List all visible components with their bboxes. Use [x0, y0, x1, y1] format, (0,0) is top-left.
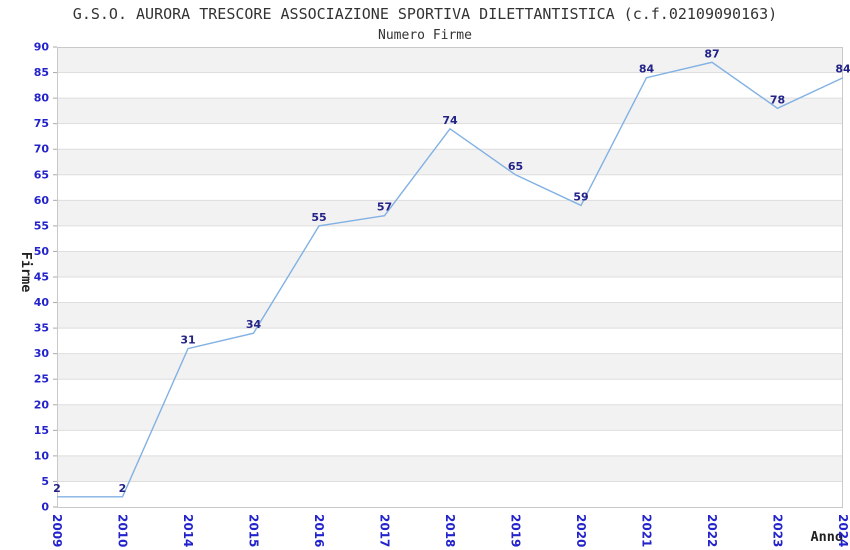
y-axis-title: Firme — [18, 252, 34, 293]
y-tick-label: 0 — [41, 501, 49, 514]
y-tick-label: 5 — [41, 475, 49, 488]
series-line — [57, 61, 844, 498]
y-tick-label: 30 — [34, 347, 50, 360]
chart-title: G.S.O. AURORA TRESCORE ASSOCIAZIONE SPOR… — [73, 5, 777, 23]
x-tick-label: 2014 — [181, 514, 195, 547]
y-tick-label: 85 — [34, 66, 49, 79]
band — [57, 404, 843, 431]
x-tick-label: 2024 — [836, 514, 850, 547]
x-tick-label: 2015 — [247, 514, 261, 547]
y-tick-label: 60 — [34, 194, 50, 207]
x-tick-label: 2021 — [640, 514, 654, 547]
y-tick-label: 55 — [34, 219, 49, 232]
band — [57, 200, 843, 226]
y-tick-label: 65 — [34, 168, 49, 181]
x-tick-label: 2017 — [378, 514, 392, 547]
data-label: 2 — [119, 482, 127, 495]
x-tick-label: 2009 — [50, 514, 64, 547]
band — [57, 251, 843, 277]
data-label: 84 — [835, 63, 850, 76]
x-tick-label: 2019 — [509, 514, 523, 547]
y-axis-ticks — [53, 46, 57, 508]
data-label: 59 — [573, 190, 588, 203]
gridlines — [57, 72, 843, 482]
x-axis-title: Anno — [810, 529, 843, 545]
data-label: 57 — [377, 201, 392, 214]
y-tick-label: 50 — [34, 245, 50, 258]
y-tick-label: 15 — [34, 424, 49, 437]
data-label: 65 — [508, 160, 523, 173]
y-tick-label: 20 — [34, 398, 50, 411]
plot-border — [57, 47, 843, 508]
y-tick-label: 90 — [34, 41, 50, 54]
x-tick-label: 2010 — [116, 514, 130, 547]
data-labels: 2 2 31 34 55 57 74 65 59 84 87 78 84 — [53, 47, 850, 494]
data-label: 87 — [704, 47, 719, 60]
x-tick-label: 2022 — [705, 514, 719, 547]
x-tick-label: 2018 — [443, 514, 457, 547]
band — [57, 353, 843, 380]
y-tick-label: 70 — [34, 143, 50, 156]
chart-subtitle: Numero Firme — [378, 28, 472, 43]
y-tick-label: 25 — [34, 373, 49, 386]
band — [57, 98, 843, 124]
band — [57, 47, 843, 73]
x-tick-label: 2023 — [771, 514, 785, 547]
data-label: 84 — [639, 63, 655, 76]
band — [57, 302, 843, 329]
data-label: 74 — [442, 114, 458, 127]
x-axis-labels: 2009 2010 2014 2015 2016 2017 2018 2019 2020 2021… — [50, 514, 850, 547]
data-label: 2 — [53, 482, 61, 495]
y-tick-label: 35 — [34, 322, 49, 335]
y-tick-label: 45 — [34, 271, 49, 284]
y-tick-label: 40 — [34, 296, 50, 309]
y-tick-label: 80 — [34, 92, 50, 105]
band — [57, 455, 843, 482]
x-tick-label: 2016 — [312, 514, 326, 547]
data-label: 55 — [311, 211, 326, 224]
data-label: 78 — [770, 93, 785, 106]
data-label: 34 — [246, 318, 262, 331]
y-tick-label: 75 — [34, 117, 49, 130]
plot-bands — [57, 47, 843, 482]
y-tick-label: 10 — [34, 449, 50, 462]
y-axis-labels: 0 5 10 15 20 25 30 35 40 45 50 55 60 65 70 75 80 85 90 — [34, 41, 50, 514]
data-label: 31 — [180, 334, 195, 347]
x-tick-label: 2020 — [574, 514, 588, 547]
band — [57, 149, 843, 175]
